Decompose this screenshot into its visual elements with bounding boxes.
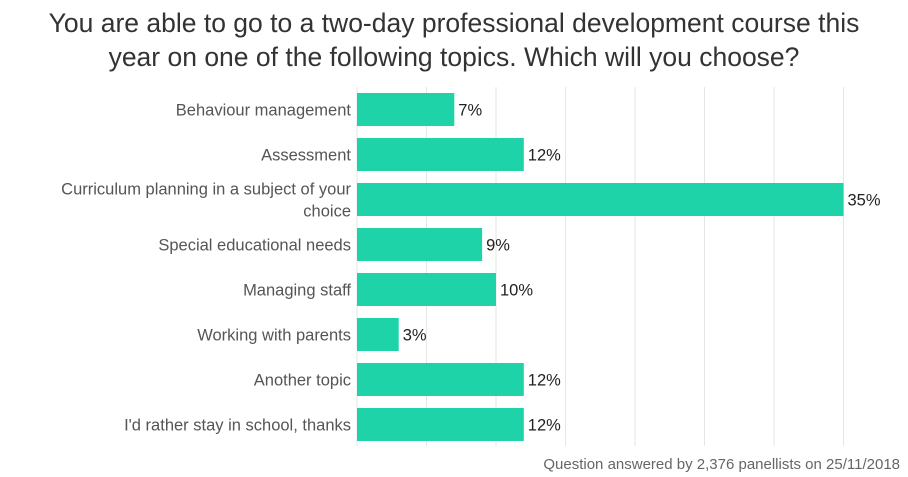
value-label: 10%	[500, 282, 533, 300]
category-label: I'd rather stay in school, thanks	[124, 417, 351, 435]
footnote: Question answered by 2,376 panellists on…	[543, 456, 900, 473]
category-label: Managing staff	[243, 282, 351, 300]
bar	[357, 138, 524, 171]
value-label: 35%	[848, 192, 881, 210]
bar	[357, 318, 399, 351]
chart-title-line-2: year on one of the following topics. Whi…	[108, 42, 800, 72]
category-label: Special educational needs	[158, 237, 351, 255]
bar	[357, 273, 496, 306]
bars	[357, 93, 844, 441]
category-label: Another topic	[254, 372, 351, 390]
value-label: 12%	[528, 372, 561, 390]
chart-title-line-1: You are able to go to a two-day professi…	[48, 8, 860, 38]
bar	[357, 183, 844, 216]
category-label: Curriculum planning in a subject of your	[61, 181, 351, 199]
bar	[357, 228, 483, 261]
value-label: 9%	[486, 237, 510, 255]
category-label: choice	[303, 203, 351, 221]
value-label: 3%	[403, 327, 427, 345]
bar	[357, 93, 455, 126]
category-labels: Behaviour management Assessment Curriculum…	[61, 102, 351, 435]
value-label: 12%	[528, 417, 561, 435]
bar	[357, 363, 524, 396]
value-label: 7%	[458, 102, 482, 120]
category-label: Assessment	[261, 147, 351, 165]
category-label: Working with parents	[197, 327, 351, 345]
category-label: Behaviour management	[176, 102, 352, 120]
value-labels: 7% 12% 35% 9% 10% 3% 12% 12%	[403, 102, 881, 435]
chart-title: You are able to go to a two-day professi…	[0, 6, 908, 74]
value-label: 12%	[528, 147, 561, 165]
bar	[357, 408, 524, 441]
